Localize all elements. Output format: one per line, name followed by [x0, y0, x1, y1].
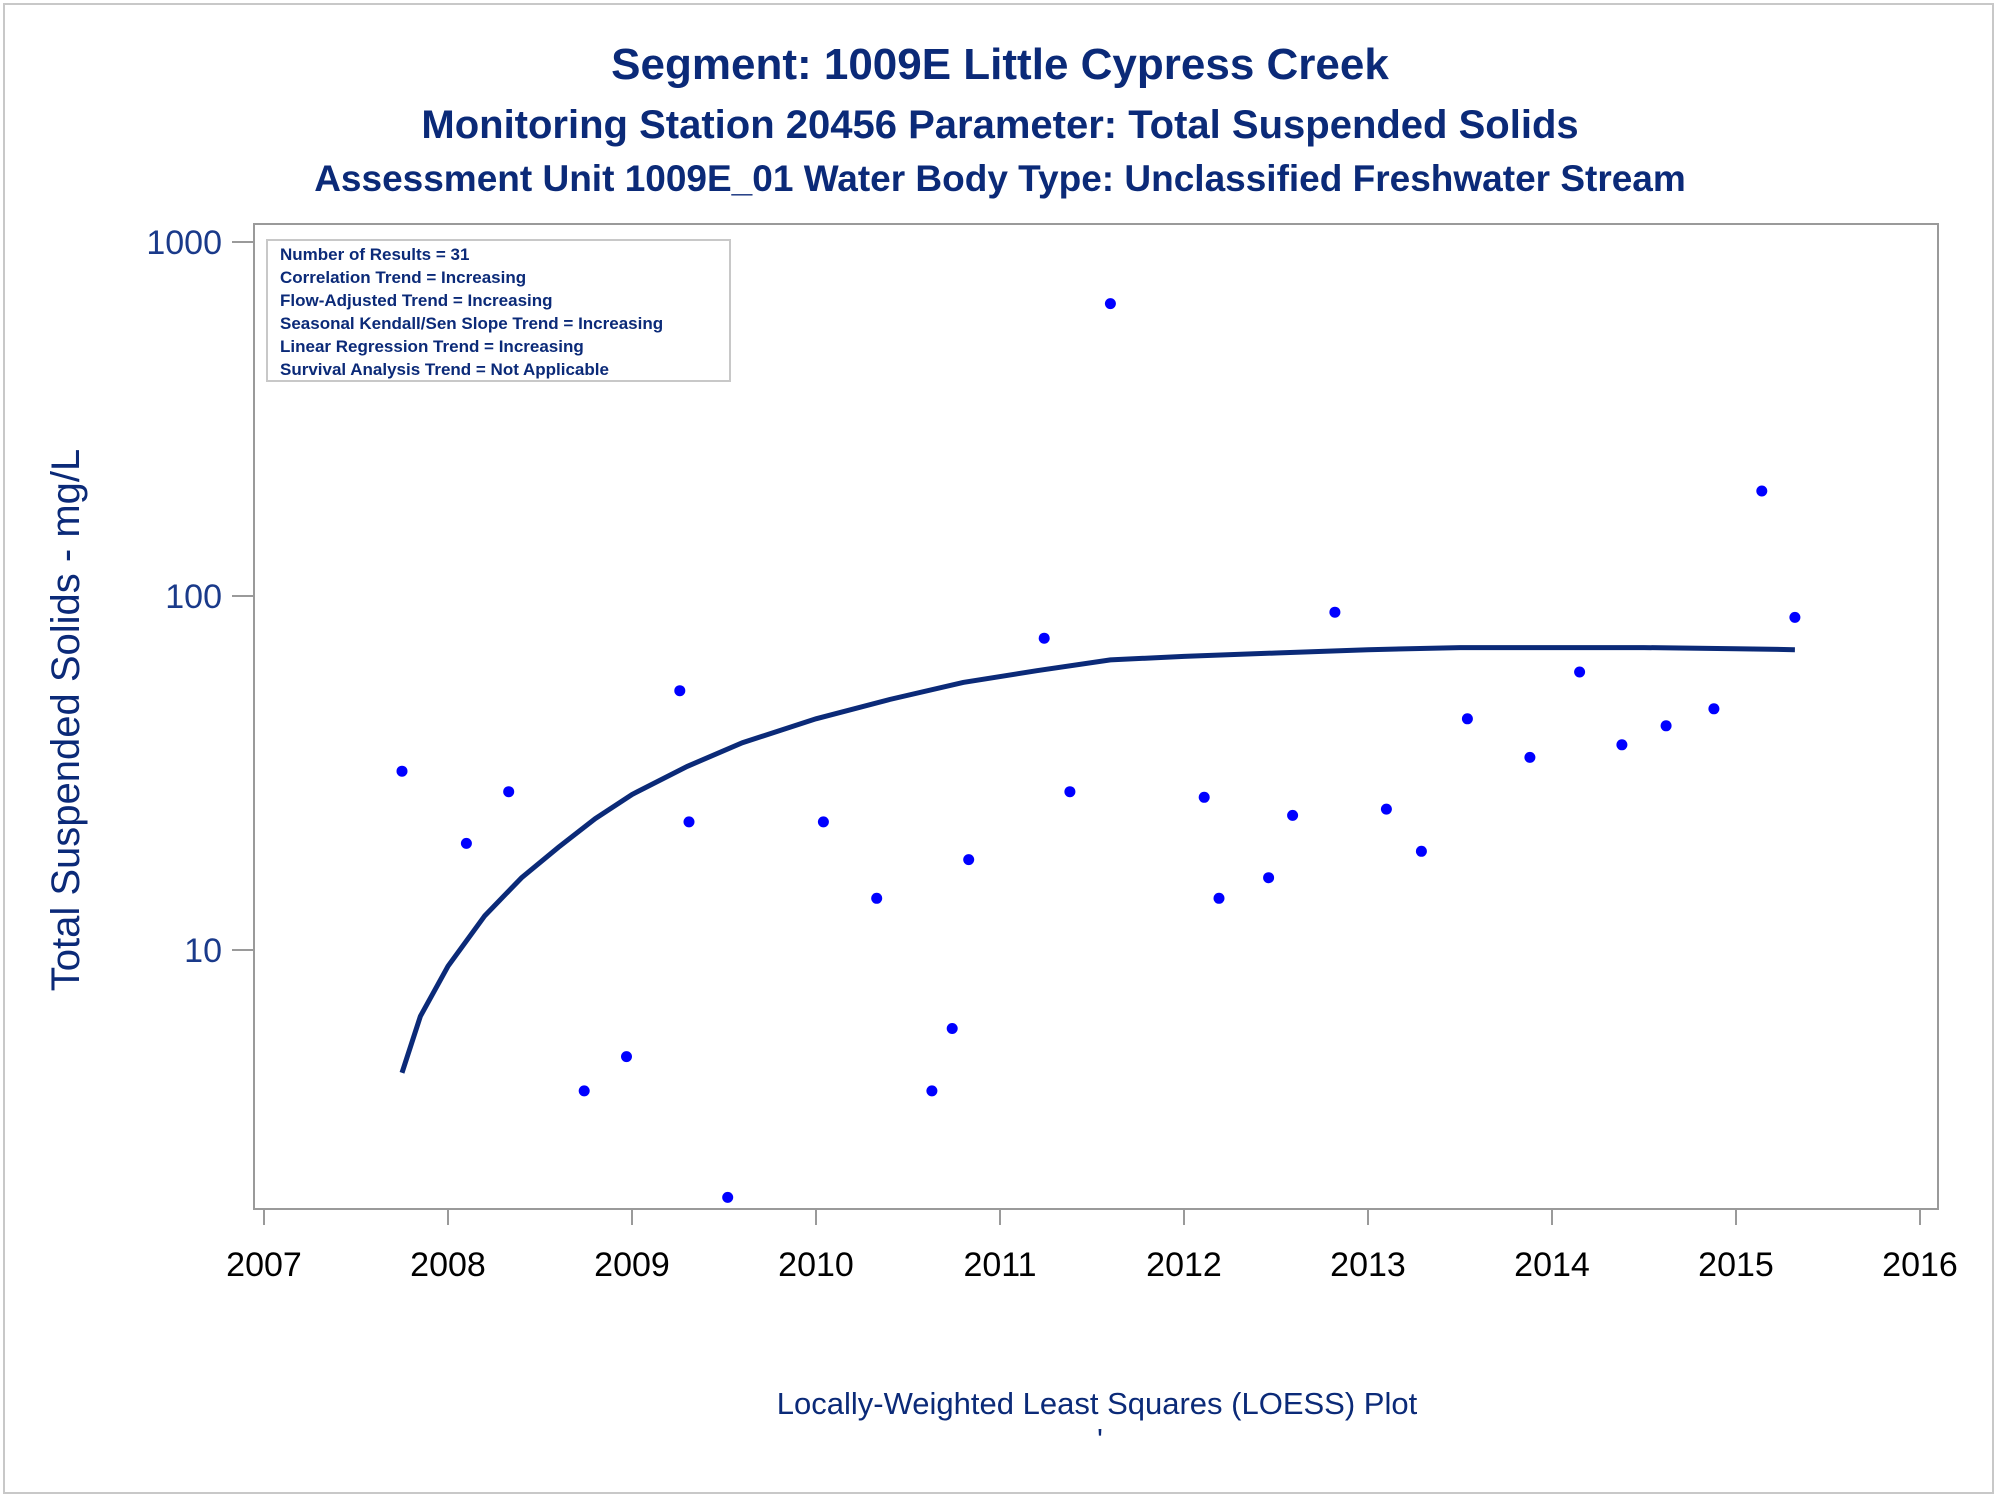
x-tick-label: 2016 — [1882, 1246, 1958, 1284]
data-point — [1415, 845, 1427, 857]
annotation-correlation-trend: Correlation Trend = Increasing — [280, 268, 526, 287]
y-axis-label: Total Suspended Solids - mg/L — [44, 449, 88, 992]
x-tick-label: 2014 — [1514, 1246, 1590, 1284]
data-point — [1380, 803, 1392, 815]
y-tick-label: 1000 — [146, 224, 222, 262]
data-point — [1198, 791, 1210, 803]
chart-subtitle: Monitoring Station 20456 Parameter: Tota… — [421, 103, 1578, 147]
x-tick-label: 2015 — [1698, 1246, 1774, 1284]
plot-area — [253, 223, 1939, 1210]
data-point — [926, 1085, 938, 1097]
data-point — [817, 816, 829, 828]
annotation-survival-analysis-trend: Survival Analysis Trend = Not Applicable — [280, 360, 609, 379]
data-point — [1064, 786, 1076, 798]
data-point — [1756, 485, 1768, 497]
y-tick-label: 100 — [165, 578, 222, 616]
y-axis: 10 100 1000 — [146, 224, 254, 970]
data-point — [871, 892, 883, 904]
data-point — [621, 1051, 632, 1063]
data-point — [963, 854, 975, 866]
y-tick-label: 10 — [184, 932, 222, 970]
annotation-flow-adjusted-trend: Flow-Adjusted Trend = Increasing — [280, 291, 553, 310]
data-point — [1213, 892, 1225, 904]
annotation-box-border — [266, 239, 731, 382]
data-point — [1263, 872, 1275, 884]
data-point — [1708, 703, 1720, 715]
x-tick-label: 2010 — [778, 1246, 854, 1284]
data-point — [1329, 606, 1341, 618]
x-tick-label: 2007 — [226, 1246, 302, 1284]
x-tick-label: 2009 — [594, 1246, 670, 1284]
x-tick-label: 2011 — [963, 1246, 1036, 1284]
annotation-seasonal-kendall-trend: Seasonal Kendall/Sen Slope Trend = Incre… — [280, 314, 663, 333]
loess-trend-line — [399, 645, 1795, 1074]
data-point — [1104, 298, 1116, 310]
data-point — [1287, 809, 1299, 821]
annotation-linear-regression-trend: Linear Regression Trend = Increasing — [280, 337, 584, 356]
chart-frame — [3, 3, 1994, 1494]
data-point — [1524, 751, 1536, 763]
data-point — [946, 1023, 958, 1034]
data-point — [674, 685, 686, 697]
data-point — [1038, 632, 1050, 644]
data-point — [722, 1191, 734, 1203]
chart-title: Segment: 1009E Little Cypress Creek — [611, 40, 1389, 89]
data-point — [1789, 611, 1801, 623]
data-points — [396, 298, 1801, 1203]
data-point — [396, 765, 408, 777]
annotation-number-of-results: Number of Results = 31 — [280, 245, 469, 264]
x-axis: 2007 2008 2009 2010 2011 2012 2013 2014 2015 2016 — [226, 1209, 1958, 1284]
annotation-box: Number of Results = 31 Correlation Trend… — [266, 239, 731, 382]
chart-subtitle-2: Assessment Unit 1009E_01 Water Body Type… — [314, 158, 1686, 199]
data-point — [1574, 666, 1586, 678]
data-point — [1461, 713, 1473, 725]
x-tick-label: 2012 — [1146, 1246, 1222, 1284]
footnote-mark: ' — [1097, 1422, 1103, 1457]
data-point — [503, 786, 515, 798]
x-tick-label: 2008 — [410, 1246, 486, 1284]
chart-footnote: Locally-Weighted Least Squares (LOESS) P… — [777, 1386, 1418, 1421]
data-point — [683, 816, 695, 828]
data-point — [460, 837, 472, 849]
data-point — [578, 1085, 590, 1097]
data-point — [1616, 739, 1628, 751]
data-point — [1660, 720, 1672, 732]
x-tick-label: 2013 — [1330, 1246, 1406, 1284]
